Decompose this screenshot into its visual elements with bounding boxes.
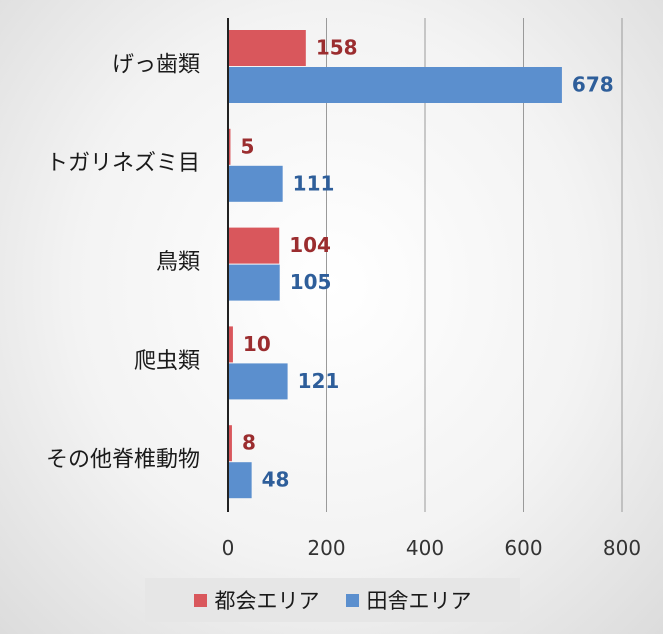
x-tick-label: 200 <box>307 536 345 560</box>
category-label: トガリネズミ目 <box>46 151 200 176</box>
bar <box>228 363 288 400</box>
category-label: その他脊椎動物 <box>46 448 200 473</box>
bar <box>228 425 232 462</box>
bar <box>228 67 562 103</box>
legend-item-rural: 田舎エリア <box>345 585 472 615</box>
data-label: 111 <box>293 171 335 195</box>
bar <box>228 165 283 202</box>
category-label: げっ歯類 <box>112 52 200 77</box>
legend-label-urban: 都会エリア <box>214 589 320 613</box>
data-label: 678 <box>572 73 614 97</box>
legend: 都会エリア 田舎エリア <box>145 578 520 622</box>
x-tick-label: 800 <box>603 536 641 560</box>
data-label: 158 <box>316 36 358 60</box>
data-label: 48 <box>262 468 290 492</box>
x-tick-label: 0 <box>222 536 235 560</box>
data-label: 8 <box>242 431 256 455</box>
legend-label-rural: 田舎エリア <box>366 589 472 613</box>
legend-swatch-urban <box>193 593 207 607</box>
x-tick-label: 600 <box>504 536 542 560</box>
data-label: 10 <box>243 332 271 356</box>
bar <box>228 30 306 66</box>
bar <box>228 227 280 264</box>
x-tick-label: 400 <box>406 536 444 560</box>
category-label: 爬虫類 <box>134 349 200 374</box>
legend-item-urban: 都会エリア <box>193 585 320 615</box>
data-label: 5 <box>240 134 254 158</box>
bar <box>228 264 280 301</box>
bar <box>228 128 231 165</box>
category-label: 鳥類 <box>156 250 200 275</box>
legend-swatch-rural <box>345 593 359 607</box>
data-label: 104 <box>289 233 331 257</box>
data-label: 121 <box>298 369 340 393</box>
bar <box>228 462 252 499</box>
bar <box>228 326 233 363</box>
data-label: 105 <box>290 270 332 294</box>
